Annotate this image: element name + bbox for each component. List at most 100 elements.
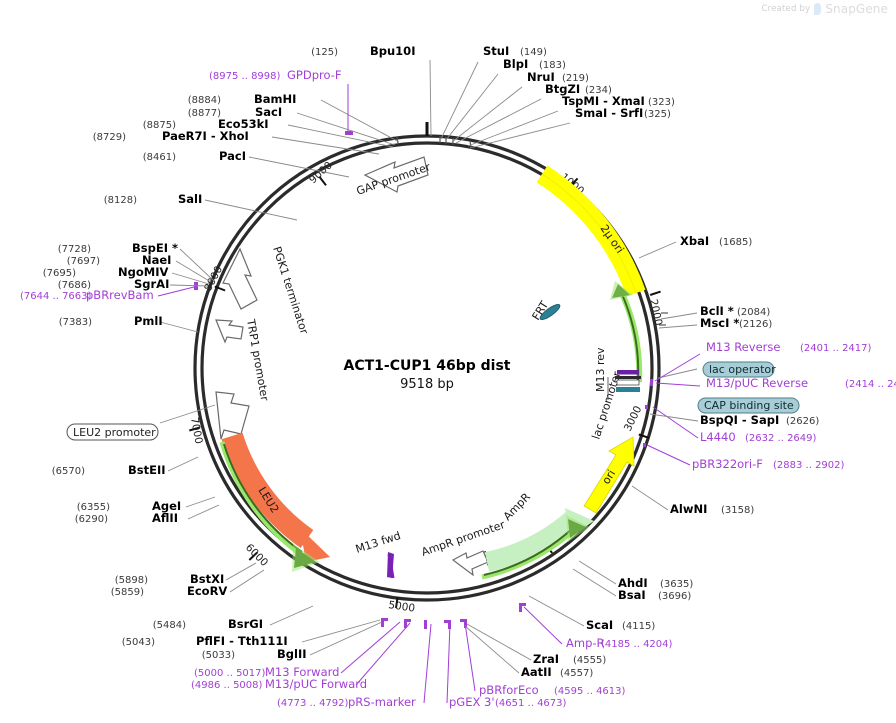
feature-label-pgk1-terminator: PGK1 terminator: [270, 245, 311, 336]
enzyme-label[interactable]: NruI (219): [527, 70, 589, 84]
primer-range: (5000 .. 5017): [194, 668, 266, 679]
primer-label[interactable]: (4773 .. 4792) pRS-marker: [277, 695, 416, 709]
enzyme-label[interactable]: (6355) AgeI: [77, 499, 181, 513]
primer-label[interactable]: (5000 .. 5017) M13 Forward: [194, 665, 339, 679]
primer-label[interactable]: (4986 .. 5008) M13/pUC Forward: [191, 677, 367, 691]
enzyme-label[interactable]: SmaI - SrfI (325): [575, 106, 671, 120]
enzyme-name: Bpu10I: [370, 44, 415, 58]
enzyme-label[interactable]: AlwNI (3158): [670, 502, 754, 516]
enzyme-position: (219): [562, 73, 589, 84]
pgk1-terminator-arrow: [222, 247, 258, 310]
primer-name: M13 Forward: [265, 665, 339, 679]
enzyme-label[interactable]: ZraI (4555): [533, 652, 606, 666]
enzyme-name: EcoRV: [187, 584, 227, 598]
plasmid-size: 9518 bp: [400, 377, 454, 392]
enzyme-label[interactable]: (8875) Eco53kI: [143, 117, 269, 131]
primer-range: (8975 .. 8998): [209, 71, 281, 82]
boxed-label-cap-binding-site[interactable]: CAP binding site: [697, 397, 800, 414]
enzyme-position: (4557): [560, 668, 593, 679]
primer-label[interactable]: (8975 .. 8998) GPDpro-F: [209, 68, 342, 82]
primer-label[interactable]: M13 Reverse (2401 .. 2417): [706, 340, 872, 354]
primer-label[interactable]: pGEX 3' (4651 .. 4673): [449, 695, 567, 709]
primer-label[interactable]: M13/pUC Reverse (2414 .. 2436): [706, 376, 896, 390]
enzyme-position: (5859): [111, 587, 144, 598]
enzyme-label[interactable]: TspMI - XmaI (323): [562, 94, 675, 108]
enzyme-label[interactable]: BsaI (3696): [618, 588, 691, 602]
feature-ori[interactable]: ori: [583, 436, 635, 514]
enzyme-label[interactable]: (7695) NgoMIV: [43, 265, 169, 279]
enzyme-name: AgeI: [152, 499, 181, 513]
enzyme-label[interactable]: BtgZI (234): [545, 82, 612, 96]
enzyme-position: (8877): [188, 108, 221, 119]
enzyme-label[interactable]: (8884) BamHI: [188, 92, 297, 106]
primer-name: pBRrevBam: [86, 288, 154, 302]
lac-operator-glyph: [616, 379, 640, 386]
enzyme-label[interactable]: AhdI (3635): [618, 576, 693, 590]
enzyme-name: BlpI: [503, 57, 528, 71]
enzyme-name: NruI: [527, 70, 555, 84]
enzyme-name: SacI: [255, 105, 282, 119]
enzyme-position: (8461): [143, 152, 176, 163]
leu2-promoter-label: LEU2 promoter: [73, 426, 156, 439]
boxed-label-lac-operator[interactable]: lac operator: [702, 361, 776, 378]
enzyme-label[interactable]: (5033) BglII: [202, 647, 307, 661]
enzyme-label[interactable]: (8461) PacI: [143, 149, 246, 163]
enzyme-label[interactable]: (8729) PaeR7I - XhoI: [93, 129, 249, 143]
enzyme-label[interactable]: (7383) PmlI: [59, 314, 163, 328]
enzyme-position: (5033): [202, 650, 235, 661]
enzyme-label[interactable]: (7697) NaeI: [67, 253, 172, 267]
enzyme-label[interactable]: (7686) SgrAI: [58, 277, 170, 291]
enzyme-label[interactable]: (5859) EcoRV: [111, 584, 228, 598]
boxed-label-leu2-promoter[interactable]: LEU2 promoter: [66, 423, 159, 441]
enzyme-label[interactable]: (8128) SalI: [104, 192, 203, 206]
enzyme-label[interactable]: (6290) AflII: [75, 511, 178, 525]
feature-pgk1-terminator[interactable]: PGK1 terminator: [222, 245, 311, 336]
enzyme-label[interactable]: (6570) BstEII: [52, 463, 166, 477]
enzyme-label[interactable]: AatII (4557): [521, 665, 593, 679]
trp1-promoter-arrow: [215, 319, 244, 344]
enzyme-label[interactable]: MscI * (2126): [700, 316, 772, 330]
feature-two-micron-ori[interactable]: 2μ ori: [536, 165, 646, 297]
primer-label[interactable]: (7644 .. 7663)pBRrevBam: [20, 288, 154, 302]
feature-leu2[interactable]: LEU2: [219, 432, 330, 572]
gap-promoter-arrow: [363, 156, 429, 193]
feature-m13-fwd[interactable]: M13 fwd: [354, 529, 402, 579]
enzyme-label[interactable]: (5043) PflFI - Tth111I: [122, 634, 288, 648]
feature-trp1-promoter[interactable]: TRP1 promoter: [215, 317, 271, 402]
feature-frt[interactable]: FRT: [530, 299, 562, 323]
enzyme-label[interactable]: (5898) BstXI: [115, 572, 225, 586]
primer-label[interactable]: pBR322ori-F (2883 .. 2902): [692, 457, 845, 471]
enzyme-position: (2126): [739, 319, 772, 330]
tick-label: 6000: [243, 542, 270, 569]
enzyme-label[interactable]: ScaI (4115): [586, 618, 655, 632]
enzyme-position: (8729): [93, 132, 126, 143]
enzyme-name: StuI: [483, 44, 509, 58]
primer-name: M13 Reverse: [706, 340, 780, 354]
enzyme-position: (6570): [52, 466, 85, 477]
primer-label[interactable]: L4440 (2632 .. 2649): [700, 430, 817, 444]
primer-label[interactable]: pBRforEco (4595 .. 4613): [479, 683, 626, 697]
enzyme-label-layer: (125) Bpu10I StuI (149)BlpI (183)NruI (219)Bt…: [43, 44, 820, 679]
enzyme-label[interactable]: BclI * (2084): [700, 304, 770, 318]
lac-operator-box: [702, 361, 775, 378]
feature-gap-promoter[interactable]: GAP promoter: [355, 156, 433, 198]
primer-range: (2414 .. 2436): [845, 379, 896, 390]
leader-lines: [157, 59, 701, 704]
feature-m13-rev[interactable]: M13 rev: [594, 347, 607, 392]
enzyme-position: (3696): [658, 591, 691, 602]
feature-leu2-promoter-arrow[interactable]: [215, 391, 250, 440]
feature-label-trp1-promoter: TRP1 promoter: [244, 317, 271, 402]
cut-site-marks: [396, 136, 668, 326]
enzyme-label[interactable]: BspQI - SapI (2626): [700, 413, 819, 427]
enzyme-label[interactable]: (125) Bpu10I: [311, 44, 415, 58]
enzyme-label[interactable]: (7728) BspEI *: [58, 241, 178, 255]
enzyme-name: SmaI - SrfI: [575, 106, 643, 120]
feature-cluster-lac-region[interactable]: [615, 370, 653, 447]
enzyme-label[interactable]: (8877) SacI: [188, 105, 282, 119]
enzyme-label[interactable]: XbaI (1685): [680, 234, 752, 248]
enzyme-label[interactable]: BlpI (183): [503, 57, 566, 71]
primer-label[interactable]: Amp-R(4185 .. 4204): [566, 636, 673, 650]
enzyme-label[interactable]: (5484) BsrGI: [153, 617, 263, 631]
enzyme-name: BglII: [277, 647, 307, 661]
enzyme-label[interactable]: StuI (149): [483, 44, 547, 58]
